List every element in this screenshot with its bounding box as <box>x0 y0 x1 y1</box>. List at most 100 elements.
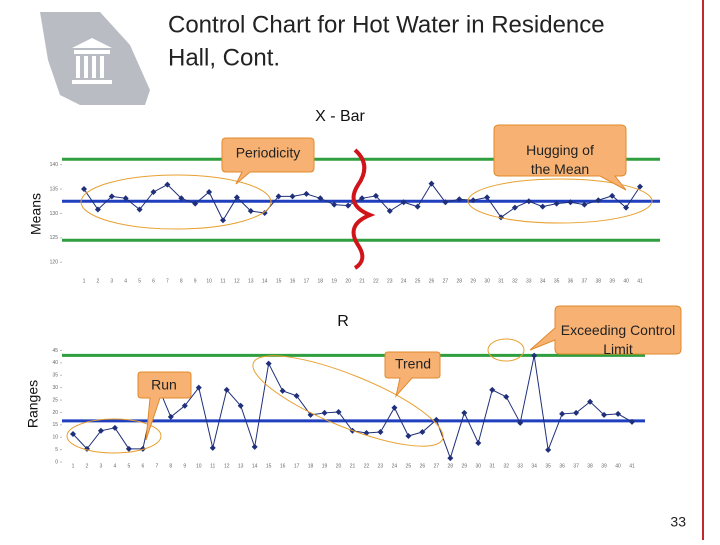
x-tick-label: 7 <box>166 278 169 284</box>
y-tick-label: 45 <box>52 348 58 354</box>
x-tick-label: 20 <box>336 463 342 469</box>
x-tick-label: 35 <box>554 278 560 284</box>
x-tick-label: 30 <box>475 463 481 469</box>
data-point <box>81 186 87 193</box>
x-tick-label: 9 <box>183 463 186 469</box>
data-point <box>108 193 115 200</box>
x-tick-label: 41 <box>629 463 635 469</box>
x-tick-label: 1 <box>72 463 75 469</box>
x-tick-label: 27 <box>443 278 449 284</box>
data-point <box>609 192 616 199</box>
x-tick-label: 33 <box>517 463 523 469</box>
data-point <box>637 183 643 190</box>
x-tick-label: 36 <box>568 278 574 284</box>
data-point <box>405 433 412 439</box>
x-tick-label: 3 <box>100 463 103 469</box>
x-tick-label: 15 <box>276 278 282 284</box>
data-point <box>265 360 272 367</box>
data-point <box>372 192 379 199</box>
data-point <box>581 201 588 208</box>
data-point <box>531 352 538 359</box>
x-tick-label: 30 <box>484 278 490 284</box>
x-tick-label: 5 <box>128 463 131 469</box>
data-point <box>237 402 244 409</box>
data-point <box>601 411 608 418</box>
data-point <box>317 195 324 202</box>
x-tick-label: 11 <box>220 278 225 284</box>
data-point <box>461 409 468 416</box>
data-point <box>545 446 552 453</box>
data-point <box>178 195 185 202</box>
data-point <box>629 418 635 425</box>
data-point <box>94 206 101 213</box>
slide-title: Hall, Cont. <box>168 44 280 71</box>
data-point <box>136 206 143 213</box>
x-tick-label: 34 <box>531 463 537 469</box>
x-tick-label: 31 <box>498 278 504 284</box>
data-point <box>111 424 118 431</box>
data-point <box>539 203 546 210</box>
data-point <box>345 202 352 209</box>
data-point <box>70 431 76 438</box>
data-point <box>247 208 254 214</box>
x-tick-label: 36 <box>559 463 565 469</box>
x-tick-label: 23 <box>387 278 393 284</box>
y-tick-label: 15 <box>52 422 58 428</box>
x-tick-label: 21 <box>350 463 356 469</box>
y-tick-label: 40 <box>52 360 58 366</box>
x-tick-label: 27 <box>434 463 440 469</box>
y-tick-label: 125 <box>50 235 59 241</box>
data-point <box>279 387 286 394</box>
x-tick-label: 22 <box>364 463 370 469</box>
data-point <box>303 190 310 197</box>
x-tick-label: 6 <box>141 463 144 469</box>
x-tick-label: 20 <box>345 278 351 284</box>
x-tick-label: 25 <box>406 463 412 469</box>
x-tick-label: 19 <box>331 278 337 284</box>
x-tick-label: 12 <box>234 278 240 284</box>
callouts <box>137 124 682 441</box>
data-point <box>414 203 421 210</box>
data-point <box>125 445 132 452</box>
x-tick-label: 35 <box>545 463 551 469</box>
data-point <box>447 455 454 462</box>
x-tick-label: 5 <box>138 278 141 284</box>
data-point <box>195 384 202 391</box>
x-tick-label: 10 <box>196 463 202 469</box>
data-point <box>503 393 510 400</box>
data-point <box>335 408 342 415</box>
data-point <box>233 194 240 201</box>
callout-text: Exceeding Control Limit <box>561 322 675 357</box>
x-tick-label: 28 <box>448 463 454 469</box>
x-tick-label: 22 <box>373 278 379 284</box>
y-tick-label: 25 <box>52 397 58 403</box>
x-tick-label: 40 <box>615 463 621 469</box>
data-point <box>223 386 230 393</box>
data-point <box>400 199 407 206</box>
data-point <box>321 409 328 416</box>
data-point <box>517 419 524 426</box>
x-tick-label: 18 <box>308 463 314 469</box>
data-point <box>525 198 532 205</box>
chart-title: R <box>337 313 349 330</box>
x-tick-label: 37 <box>573 463 579 469</box>
data-point <box>615 410 622 417</box>
y-tick-label: 10 <box>52 435 58 441</box>
x-tick-label: 21 <box>359 278 365 284</box>
x-tick-label: 8 <box>169 463 172 469</box>
data-point <box>456 196 463 203</box>
x-tick-label: 15 <box>266 463 272 469</box>
highlights <box>66 148 653 454</box>
data-point <box>122 195 129 202</box>
x-tick-label: 26 <box>420 463 426 469</box>
data-point <box>498 214 504 221</box>
x-tick-label: 4 <box>114 463 117 469</box>
x-tick-label: 29 <box>470 278 476 284</box>
data-point <box>293 392 300 399</box>
data-point <box>419 429 426 436</box>
y-tick-label: 0 <box>55 459 58 465</box>
x-tick-label: 12 <box>224 463 230 469</box>
x-tick-label: 29 <box>462 463 468 469</box>
x-tick-label: 34 <box>540 278 546 284</box>
x-tick-label: 17 <box>304 278 310 284</box>
